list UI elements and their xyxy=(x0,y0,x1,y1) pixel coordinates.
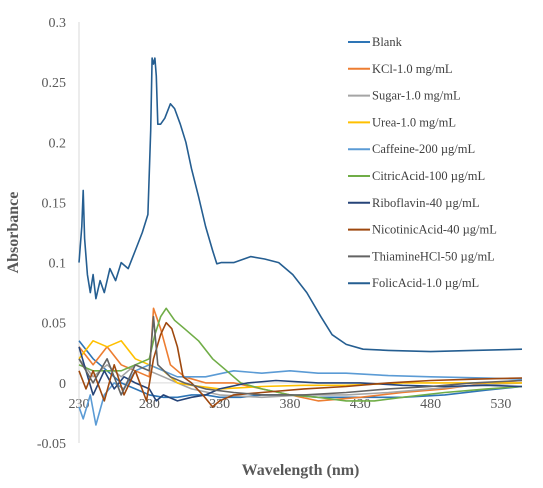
x-tick-label: 530 xyxy=(490,397,511,412)
series-line-8 xyxy=(78,321,523,408)
y-tick-label: -0.05 xyxy=(37,437,66,452)
y-tick-label: 0.25 xyxy=(42,76,67,91)
legend-label: CitricAcid-100 µg/mL xyxy=(372,169,485,183)
series-line-9 xyxy=(78,315,523,396)
legend-label: KCl-1.0 mg/mL xyxy=(372,62,453,76)
legend-label: Riboflavin-40 µg/mL xyxy=(372,196,480,210)
x-tick-label: 330 xyxy=(209,397,230,412)
y-axis-title: Absorbance xyxy=(5,192,22,274)
y-axis-ticks: -0.05 0 0.05 0.1 0.15 0.2 0.25 0.3 xyxy=(37,16,66,452)
legend-label: FolicAcid-1.0 µg/mL xyxy=(372,276,479,290)
legend-label: ThiamineHCl-50 µg/mL xyxy=(372,249,495,263)
legend-label: Caffeine-200 µg/mL xyxy=(372,142,475,156)
series-line-6 xyxy=(78,307,523,402)
x-axis-ticks: 230 280 330 380 430 480 530 xyxy=(69,397,512,412)
x-axis-title: Wavelength (nm) xyxy=(242,462,360,479)
x-tick-label: 480 xyxy=(420,397,441,412)
legend-label: Sugar-1.0 mg/mL xyxy=(372,89,461,103)
y-tick-label: 0 xyxy=(59,377,66,392)
series-lines xyxy=(78,57,523,426)
series-line-10 xyxy=(78,57,523,353)
x-tick-label: 380 xyxy=(279,397,300,412)
y-tick-label: 0.2 xyxy=(49,136,67,151)
series-line-2 xyxy=(78,307,523,402)
y-tick-label: 0.05 xyxy=(42,317,67,332)
series-line-5 xyxy=(78,364,523,426)
series-line-1 xyxy=(78,340,523,399)
legend-label: Blank xyxy=(372,35,403,49)
y-tick-label: 0.15 xyxy=(42,196,67,211)
legend-label: Urea-1.0 mg/mL xyxy=(372,115,456,129)
x-tick-label: 280 xyxy=(139,397,160,412)
y-tick-label: 0.3 xyxy=(49,16,67,31)
legend: Blank KCl-1.0 mg/mL Sugar-1.0 mg/mL Urea-1.… xyxy=(348,35,497,290)
legend-label: NicotinicAcid-40 µg/mL xyxy=(372,223,497,237)
y-tick-label: 0.1 xyxy=(49,257,67,272)
x-tick-label: 430 xyxy=(350,397,371,412)
